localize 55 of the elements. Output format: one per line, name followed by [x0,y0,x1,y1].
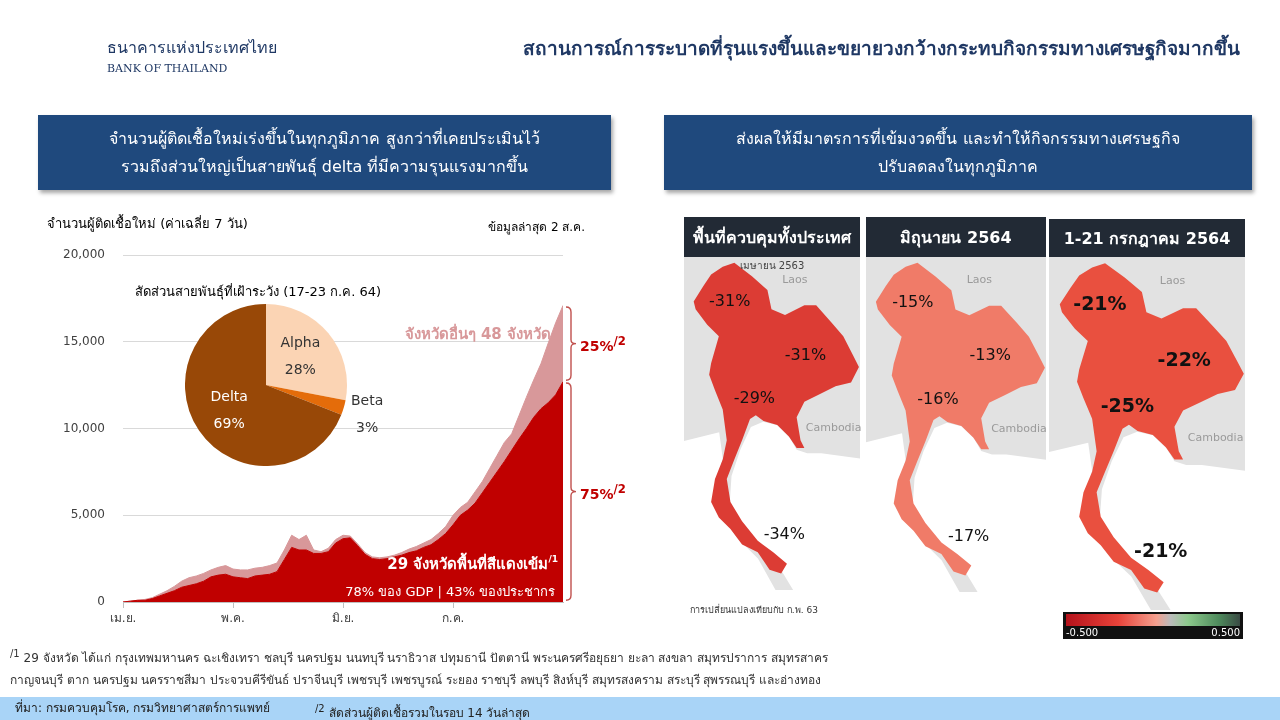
text: มิถุนายน 2564 [866,217,1046,257]
text: -31% [709,290,751,310]
text: -21% [1073,291,1127,314]
text: ธนาคารแห่งประเทศไทย [107,37,277,59]
text: Cambodia [991,421,1047,435]
y-tick-label: 0 [97,594,105,609]
text: 1-21 กรกฎาคม 2564 [1049,219,1245,257]
data-label: 28% [284,361,316,378]
text: -16% [917,388,959,408]
text: $^{/1}$ 29 จังหวัด ได้แก่ กรุงเทพมหานคร ฉะเชิงเทรา ชลบุรี นครปฐม นนทบุรี นราธิวาส ปทุมธานี ปัตตานี พระนครศรีอยุธยา ยะลา สงขลา สมุทรปราการ สมุทรสาคร กาญจนบุรี ตาก นครปฐม นครราชสีมา ประจวบคีรีขันธ์ ปราจีนบุรี เพชรบุรี เพชรบูรณ์ ระยอง ราชบุรี ลพบุรี สิงห์บุรี สมุทรสงคราม สระบุรี สุพรรณบุรี และอ่างทอง [10,647,830,690]
text: ส่งผลให้มีมาตรการที่เข้มงวดขึ้น และทำให้กิจกรรมทางเศรษฐกิจ ปรับลดลงในทุกภูมิภาค [664,115,1252,190]
annotation: 78% ของ GDP | 43% ของประชากร [345,584,556,599]
text: ข้อมูลล่าสุด 2 ส.ค. [488,219,585,236]
y-tick-label: 20,000 [63,247,105,262]
x-tick-label: มิ.ย. [331,611,355,626]
text: Cambodia [1187,430,1244,444]
series-label: จังหวัดอื่นๆ 48 จังหวัด [404,323,552,344]
text: Laos [966,272,993,286]
chart-title: สัดส่วนสายพันธุ์ที่เฝ้าระวัง (17-23 ก.ค. 64) [135,282,382,302]
x-tick-label: พ.ค. [221,611,245,626]
text: การเปลี่ยนแปลงเทียบกับ ก.พ. 63 [690,603,818,617]
text: -21% [1134,538,1188,561]
text: -29% [733,387,776,407]
data-label: 69% [213,414,245,431]
x-tick-label: ก.ค. [441,611,465,626]
text: BANK OF THAILAND [107,62,228,75]
text: เมษายน 2563 [738,259,806,273]
y-tick-label: 10,000 [63,420,105,435]
text: Laos [782,272,808,286]
text: -31% [784,344,827,364]
data-label: 3% [356,419,379,436]
text: $^{/2}$ สัดส่วนผู้ติดเชื้อรวมในรอบ 14 วันล่าสุด [315,702,531,720]
y-tick-label: 5,000 [70,507,105,522]
text: -13% [969,344,1011,364]
text: 75%$^{/2}$ [580,481,626,502]
x-tick-label: เม.ย. [109,611,137,626]
text: สถานการณ์การระบาดที่รุนแรงขึ้นและขยายวงกว้างกระทบกิจกรรมทางเศรษฐกิจมากขึ้น [523,33,1240,63]
text: -34% [763,523,805,543]
slice-label: Beta [350,392,384,409]
slice-label: Delta [210,387,248,404]
text: Cambodia [805,420,862,434]
text: Laos [1159,273,1186,287]
text: ที่มา: กรมควบคุมโรค, กรมวิทยาศาสตร์การแพทย์ [15,698,271,718]
text: -25% [1100,394,1155,417]
text: -22% [1157,348,1211,371]
text: -17% [947,525,990,545]
text: พื้นที่ควบคุมทั้งประเทศ [684,217,860,257]
slice-label: Alpha [280,334,321,351]
text: -15% [892,291,934,311]
y-axis-title: จำนวนผู้ติดเชื้อใหม่ (ค่าเฉลี่ย 7 วัน) [47,213,248,234]
text: -0.500 [1066,626,1099,639]
text: 0.500 [1211,626,1240,639]
y-tick-label: 15,000 [63,334,105,349]
text: 25%$^{/2}$ [580,333,626,354]
chart-title: จำนวนผู้ติดเชื้อใหม่เร่งขึ้นในทุกภูมิภาค สูงกว่าที่เคยประเมินไว้ รวมถึงส่วนใหญ่เป็นสายพันธุ์ delta ที่มีความรุนแรงมากขึ้น [38,115,611,190]
